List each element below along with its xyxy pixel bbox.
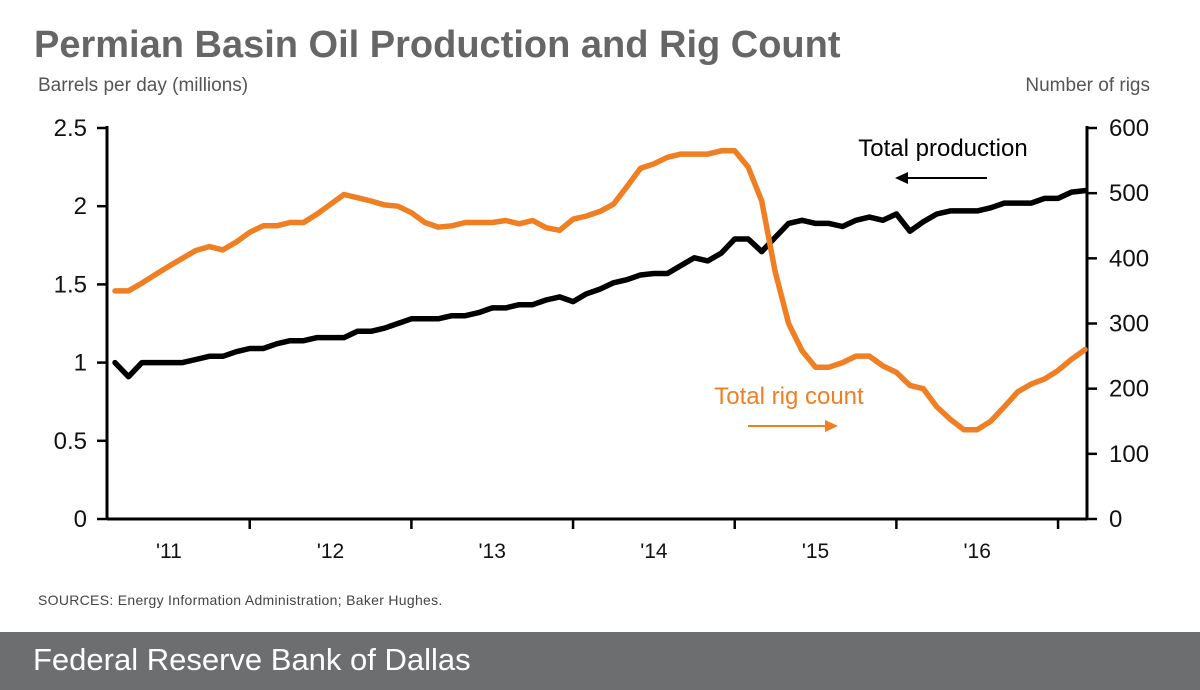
rig-count-line — [112, 148, 1088, 433]
right-tick-label: 0 — [1109, 506, 1122, 533]
x-tick-label: '16 — [964, 540, 991, 563]
x-tick-label: '13 — [479, 540, 506, 563]
production-arrow-head — [895, 172, 908, 184]
rig-count-annotation-label: Total rig count — [714, 383, 864, 410]
annotations: Total production Total rig count — [714, 135, 1028, 432]
left-tick-label: 0 — [74, 506, 87, 533]
production-line — [112, 187, 1088, 380]
rig-count-arrow-head — [825, 420, 838, 432]
left-tick-label: 1 — [74, 350, 87, 377]
chart-title: Permian Basin Oil Production and Rig Cou… — [34, 24, 841, 66]
right-tick-label: 100 — [1109, 441, 1149, 468]
right-tick-label: 500 — [1109, 180, 1149, 207]
source-note: SOURCES: Energy Information Administrati… — [38, 592, 443, 608]
right-tick-label: 400 — [1109, 245, 1149, 272]
left-axis-label: Barrels per day (millions) — [38, 75, 249, 96]
production-annotation-label: Total production — [858, 135, 1027, 162]
right-tick-label: 600 — [1109, 115, 1149, 142]
right-tick-label: 300 — [1109, 311, 1149, 338]
x-tick-label: '14 — [640, 540, 668, 563]
left-tick-label: 1.5 — [54, 271, 87, 298]
left-tick-label: 2 — [74, 193, 87, 220]
chart-area: 0 0.5 1 1.5 2 2.5 0 100 200 300 400 500 600 '11 '12 '13… — [54, 115, 1149, 563]
series-lines — [112, 148, 1088, 433]
left-tick-label: 2.5 — [54, 115, 87, 142]
right-tick-label: 200 — [1109, 376, 1149, 403]
axes: 0 0.5 1 1.5 2 2.5 0 100 200 300 400 500 600 '11 '12 '13… — [54, 115, 1149, 563]
right-axis-label: Number of rigs — [1025, 75, 1150, 96]
footer-brand-text: Federal Reserve Bank of Dallas — [33, 642, 471, 677]
left-tick-label: 0.5 — [54, 428, 87, 455]
footer-bar: Federal Reserve Bank of Dallas — [0, 632, 1200, 690]
x-tick-label: '12 — [317, 540, 344, 563]
x-tick-label: '11 — [156, 540, 182, 563]
x-tick-label: '15 — [802, 540, 829, 563]
